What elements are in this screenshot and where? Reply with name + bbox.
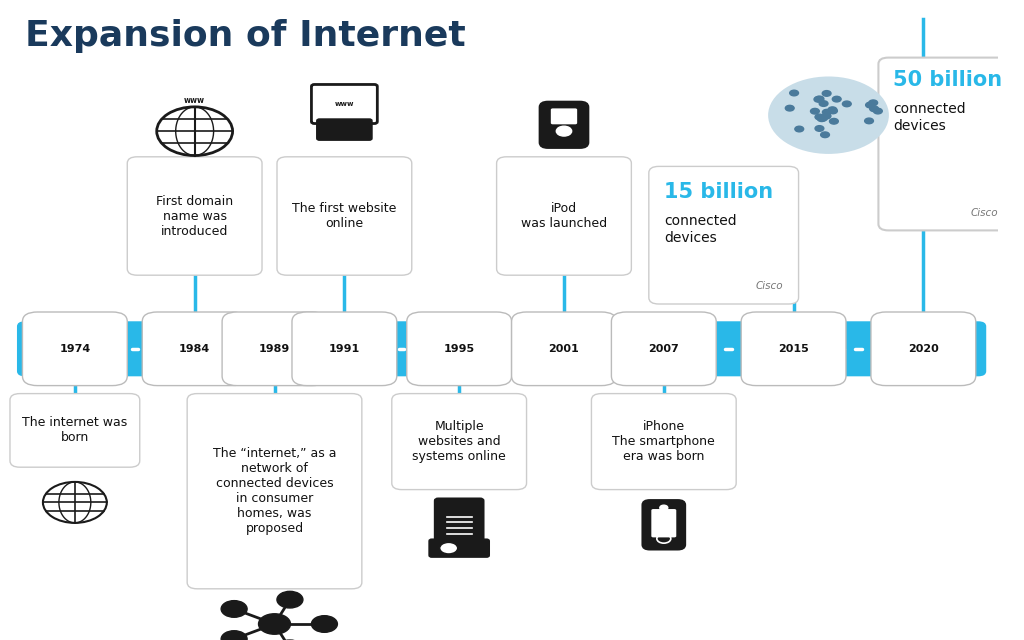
FancyBboxPatch shape (651, 509, 676, 538)
FancyBboxPatch shape (649, 166, 799, 304)
Circle shape (829, 118, 839, 124)
FancyBboxPatch shape (278, 157, 412, 275)
Circle shape (258, 614, 291, 634)
Text: Cisco: Cisco (971, 207, 998, 218)
Circle shape (833, 96, 841, 102)
Circle shape (815, 114, 824, 120)
Circle shape (276, 591, 303, 608)
Text: The “internet,” as a
network of
connected devices
in consumer
homes, was
propose: The “internet,” as a network of connecte… (213, 447, 336, 535)
Circle shape (843, 101, 851, 107)
Text: 2015: 2015 (778, 344, 809, 354)
FancyBboxPatch shape (643, 500, 685, 549)
FancyBboxPatch shape (407, 312, 512, 385)
FancyBboxPatch shape (879, 58, 1013, 230)
Circle shape (817, 116, 826, 122)
Circle shape (865, 102, 874, 108)
Text: www: www (184, 97, 205, 106)
FancyBboxPatch shape (392, 394, 526, 490)
Text: connected
devices: connected devices (664, 214, 736, 244)
Circle shape (822, 109, 831, 115)
Circle shape (439, 543, 458, 554)
FancyBboxPatch shape (551, 108, 578, 124)
Circle shape (822, 113, 830, 119)
Circle shape (815, 125, 824, 131)
Text: 1989: 1989 (259, 344, 290, 354)
Text: 2020: 2020 (908, 344, 939, 354)
Text: First domain
name was
introduced: First domain name was introduced (156, 195, 233, 237)
Circle shape (868, 100, 878, 106)
Circle shape (815, 96, 824, 102)
Circle shape (811, 108, 819, 114)
Circle shape (785, 106, 795, 111)
Text: Cisco: Cisco (756, 281, 783, 291)
FancyBboxPatch shape (142, 312, 247, 385)
FancyBboxPatch shape (871, 312, 976, 385)
FancyBboxPatch shape (512, 312, 616, 385)
Text: 1974: 1974 (59, 344, 90, 354)
FancyBboxPatch shape (10, 394, 139, 467)
Text: 1984: 1984 (179, 344, 210, 354)
Circle shape (814, 97, 823, 102)
Circle shape (819, 100, 828, 106)
Text: The internet was
born: The internet was born (23, 417, 128, 444)
FancyBboxPatch shape (222, 312, 327, 385)
FancyBboxPatch shape (317, 120, 372, 140)
Text: 15 billion: 15 billion (664, 182, 773, 202)
Text: iPod
was launched: iPod was launched (521, 202, 607, 230)
FancyBboxPatch shape (311, 84, 377, 124)
FancyBboxPatch shape (435, 499, 483, 544)
Text: Expansion of Internet: Expansion of Internet (25, 19, 466, 53)
Circle shape (221, 600, 247, 617)
FancyBboxPatch shape (17, 321, 986, 376)
FancyBboxPatch shape (127, 157, 262, 275)
Text: www: www (335, 101, 354, 107)
Circle shape (768, 77, 889, 154)
FancyBboxPatch shape (187, 394, 361, 589)
Circle shape (820, 132, 829, 138)
Text: 1995: 1995 (443, 344, 475, 354)
Text: The first website
online: The first website online (292, 202, 396, 230)
Circle shape (790, 90, 799, 96)
Text: iPhone
The smartphone
era was born: iPhone The smartphone era was born (612, 420, 715, 463)
Text: 50 billion: 50 billion (893, 70, 1002, 90)
FancyBboxPatch shape (430, 540, 488, 557)
FancyBboxPatch shape (741, 312, 846, 385)
Circle shape (869, 106, 879, 111)
Circle shape (864, 118, 873, 124)
FancyBboxPatch shape (540, 102, 588, 148)
Circle shape (659, 505, 668, 510)
FancyBboxPatch shape (497, 157, 632, 275)
Circle shape (818, 115, 827, 121)
Text: 1991: 1991 (329, 344, 360, 354)
Text: Multiple
websites and
systems online: Multiple websites and systems online (413, 420, 506, 463)
Circle shape (221, 631, 247, 640)
Text: 2001: 2001 (549, 344, 580, 354)
Circle shape (311, 616, 337, 632)
Circle shape (828, 108, 838, 114)
Circle shape (873, 108, 883, 114)
Circle shape (828, 107, 837, 113)
FancyBboxPatch shape (611, 312, 716, 385)
Text: connected
devices: connected devices (893, 102, 966, 132)
Text: 2007: 2007 (648, 344, 679, 354)
Circle shape (795, 126, 804, 132)
FancyBboxPatch shape (292, 312, 396, 385)
FancyBboxPatch shape (592, 394, 736, 490)
Circle shape (556, 126, 571, 136)
Circle shape (822, 91, 831, 96)
FancyBboxPatch shape (23, 312, 127, 385)
